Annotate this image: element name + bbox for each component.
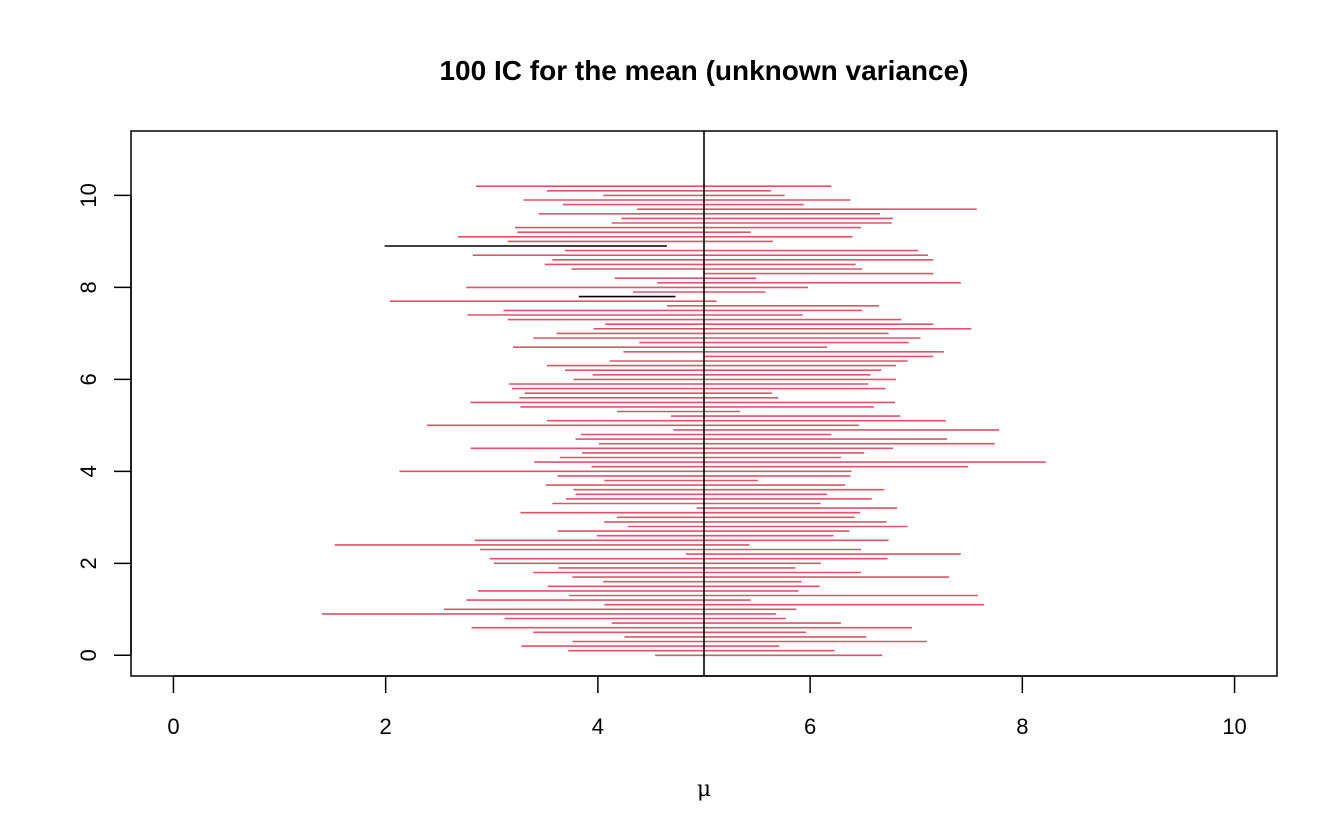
- y-tick-label: 8: [76, 281, 101, 293]
- y-tick-label: 0: [76, 649, 101, 661]
- x-axis: 0 2 4 6 8 10: [167, 675, 1247, 739]
- x-tick-label: 10: [1222, 714, 1246, 739]
- y-tick-label: 10: [76, 183, 101, 207]
- intervals-layer: [322, 185, 1046, 657]
- x-tick-label: 0: [167, 714, 179, 739]
- x-axis-label: μ: [697, 777, 711, 802]
- x-tick-label: 8: [1016, 714, 1028, 739]
- y-axis: 0 2 4 6 8 10: [76, 183, 132, 661]
- y-tick-label: 2: [76, 557, 101, 569]
- chart-title: 100 IC for the mean (unknown variance): [439, 55, 968, 86]
- x-tick-label: 4: [592, 714, 604, 739]
- x-tick-label: 6: [804, 714, 816, 739]
- x-tick-label: 2: [380, 714, 392, 739]
- y-tick-label: 4: [76, 465, 101, 477]
- y-tick-label: 6: [76, 373, 101, 385]
